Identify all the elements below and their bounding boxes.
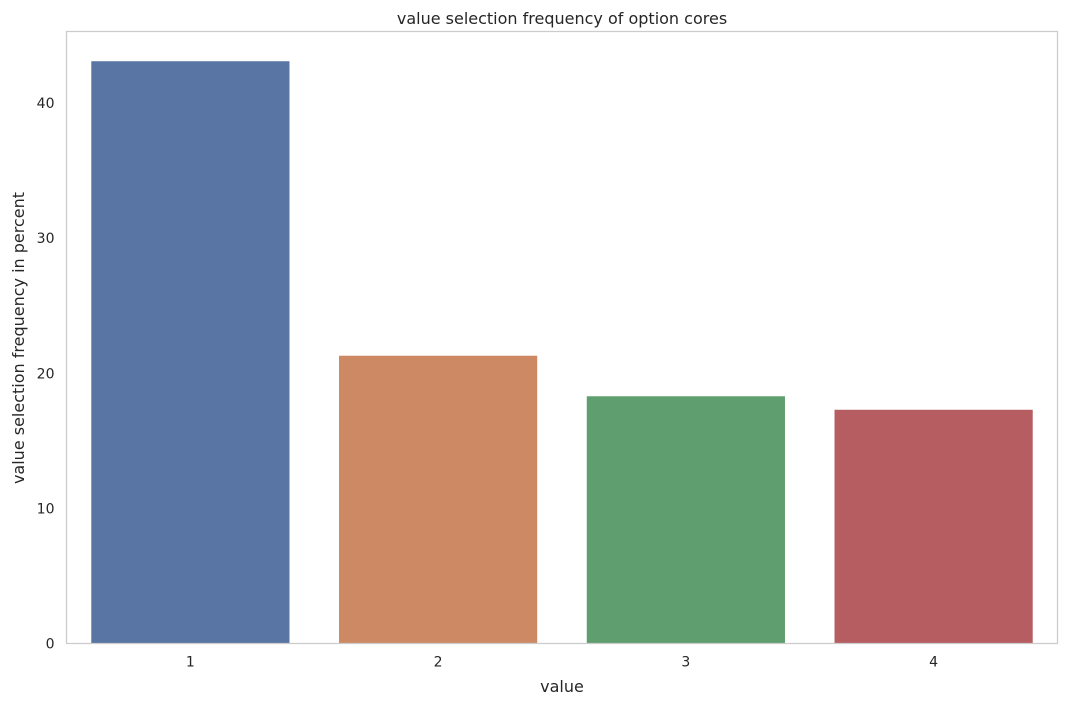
y-tick-label: 0: [46, 637, 55, 653]
y-tick-label: 30: [37, 231, 55, 247]
plot-frame: [65, 30, 1059, 645]
bar-4: [834, 409, 1033, 644]
x-axis-label: value: [540, 677, 584, 696]
y-tick-label: 40: [37, 96, 55, 112]
bar-1: [91, 61, 290, 644]
x-tick-label: 4: [929, 655, 938, 671]
y-tick-label: 20: [37, 366, 55, 382]
x-tick-label: 3: [681, 655, 690, 671]
y-tick-label: 10: [37, 501, 55, 517]
bar-2: [339, 355, 538, 644]
bar-3: [586, 396, 785, 644]
y-axis-ticks: 0 10 20 30 40: [37, 96, 55, 652]
chart-title: value selection frequency of option core…: [397, 9, 727, 28]
y-axis-label: value selection frequency in percent: [9, 192, 28, 484]
bars-layer: [91, 61, 1033, 644]
x-tick-label: 1: [186, 655, 195, 671]
x-tick-label: 2: [434, 655, 443, 671]
x-axis-ticks: 1 2 3 4: [186, 655, 938, 671]
